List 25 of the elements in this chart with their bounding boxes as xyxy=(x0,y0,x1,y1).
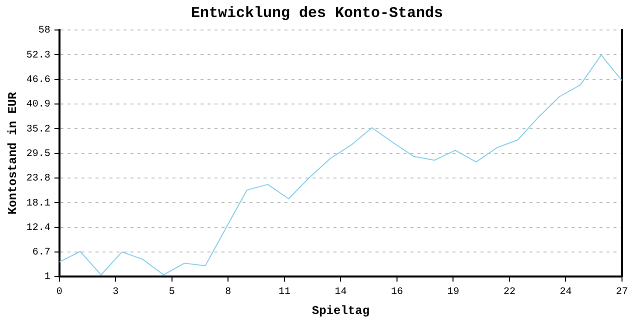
y-tick-label: 46.6 xyxy=(26,74,50,86)
y-axis-title: Kontostand in EUR xyxy=(6,91,20,215)
chart-title: Entwicklung des Konto-Stands xyxy=(190,4,444,22)
y-tick-label: 29.5 xyxy=(26,148,50,160)
y-tick-label: 35.2 xyxy=(26,124,50,136)
x-tick-label: 16 xyxy=(390,287,403,298)
x-tick-label: 11 xyxy=(278,287,290,298)
x-tick-label: 5 xyxy=(168,287,175,298)
x-tick-label: 22 xyxy=(503,287,516,298)
x-tick-label: 24 xyxy=(560,287,572,298)
y-tick-label: 6.7 xyxy=(32,248,50,259)
y-tick-label: 52.3 xyxy=(26,50,50,62)
x-axis-title: Spieltag xyxy=(312,304,370,318)
y-tick-label: 58 xyxy=(38,26,50,37)
x-tick-label: 0 xyxy=(56,287,62,298)
y-tick-label: 18.1 xyxy=(26,198,50,210)
y-tick-label: 12.4 xyxy=(26,222,50,234)
x-tick-label: 8 xyxy=(225,287,232,298)
x-tick-label: 3 xyxy=(112,287,119,298)
x-tick-label: 19 xyxy=(447,287,460,298)
x-tick-label: 27 xyxy=(616,287,628,298)
y-tick-label: 1 xyxy=(44,272,50,284)
y-tick-label: 23.8 xyxy=(26,174,50,185)
x-tick-label: 14 xyxy=(334,287,347,298)
y-tick-label: 40.9 xyxy=(26,100,50,111)
